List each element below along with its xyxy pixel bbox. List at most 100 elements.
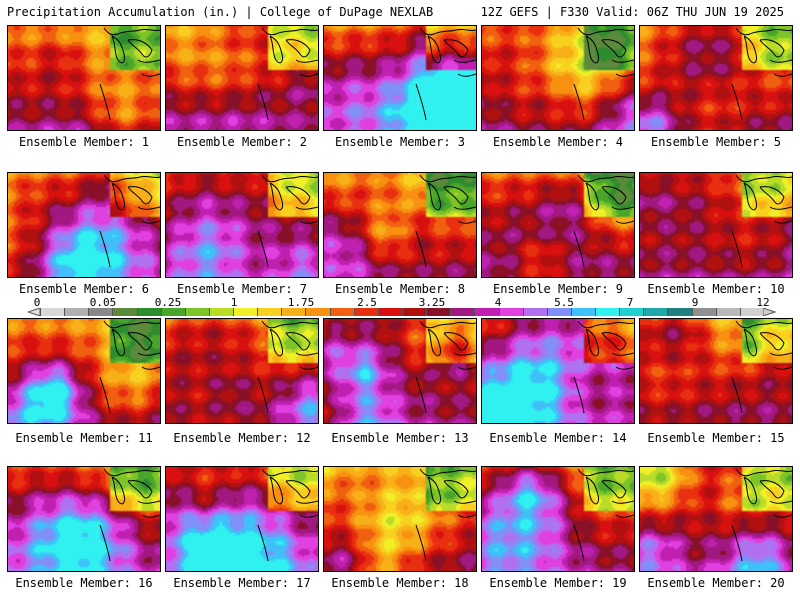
coastline-path — [269, 476, 283, 505]
great-lakes-outline — [99, 320, 160, 414]
coastline-path — [457, 73, 476, 77]
precip-field — [8, 26, 160, 130]
colorbar-swatch — [619, 308, 645, 316]
coastline-path — [611, 500, 634, 504]
colorbar-tick-label: 2.5 — [357, 296, 377, 309]
precip-field — [8, 467, 160, 571]
ensemble-member-label: Ensemble Member: 19 — [489, 576, 627, 590]
coastline-path — [137, 206, 160, 210]
coastline-path — [443, 480, 469, 499]
colorbar-swatch — [208, 308, 235, 316]
coastline-path — [443, 186, 469, 205]
coastline-path — [611, 59, 634, 63]
precip-field — [324, 467, 476, 571]
coastline-path — [141, 73, 160, 77]
ensemble-member-label: Ensemble Member: 14 — [489, 431, 627, 445]
ensemble-member-label: Ensemble Member: 18 — [331, 576, 469, 590]
ensemble-member-label: Ensemble Member: 9 — [492, 282, 624, 296]
ensemble-member-map — [481, 172, 635, 278]
coastline-path — [573, 524, 585, 562]
coastline-path — [137, 59, 160, 63]
ensemble-member-label: Ensemble Member: 20 — [647, 576, 785, 590]
coastline-path — [601, 39, 627, 58]
ensemble-member-label: Ensemble Member: 17 — [173, 576, 311, 590]
precip-field — [482, 26, 634, 130]
colorbar-swatch — [426, 308, 452, 316]
coastline-path — [111, 35, 125, 64]
coastline-path — [601, 480, 627, 499]
ensemble-member-map — [481, 25, 635, 131]
coastline-path — [731, 83, 743, 121]
coastline-path — [769, 500, 792, 504]
coastline-path — [295, 500, 318, 504]
coastline-path — [453, 352, 476, 356]
precip-field — [640, 319, 792, 423]
coastline-path — [457, 514, 476, 518]
coastline-path — [141, 220, 160, 224]
coastline-path — [573, 230, 585, 268]
coastline-path — [99, 376, 111, 414]
coastline-path — [743, 182, 757, 211]
ensemble-member-map — [7, 318, 161, 424]
coastline-path — [415, 524, 427, 562]
coastline-path — [731, 524, 743, 562]
chart-title: Precipitation Accumulation (in.) | Colle… — [7, 5, 434, 19]
precip-field — [8, 319, 160, 423]
colorbar-swatch — [643, 308, 669, 316]
coastline-path — [103, 174, 160, 183]
colorbar-swatch — [402, 308, 428, 316]
precip-field — [166, 173, 318, 277]
precip-field — [324, 173, 476, 277]
coastline-path — [127, 480, 153, 499]
coastline-path — [573, 83, 585, 121]
coastline-path — [257, 524, 269, 562]
coastline-path — [415, 83, 427, 121]
ensemble-member-label: Ensemble Member: 2 — [176, 135, 308, 149]
ensemble-member-map — [639, 318, 793, 424]
coastline-path — [137, 500, 160, 504]
coastline-path — [577, 174, 634, 183]
coastline-path — [427, 35, 441, 64]
colorbar-swatch — [546, 308, 572, 316]
great-lakes-outline — [731, 468, 792, 562]
coastline-path — [427, 182, 441, 211]
coastline-path — [453, 500, 476, 504]
coastline-path — [111, 328, 125, 357]
colorbar-swatch — [136, 308, 162, 316]
ensemble-member-map — [639, 172, 793, 278]
colorbar-swatch — [667, 308, 693, 316]
colorbar-tick-label: 1 — [230, 296, 238, 309]
colorbar-tick-label: 5.5 — [554, 296, 574, 309]
coastline-path — [457, 366, 476, 370]
coastline-path — [759, 332, 785, 351]
ensemble-member-label: Ensemble Member: 5 — [650, 135, 782, 149]
coastline-path — [769, 352, 792, 356]
ensemble-member-map — [7, 466, 161, 572]
precip-field — [166, 26, 318, 130]
coastline-path — [743, 35, 757, 64]
coastline-path — [731, 376, 743, 414]
coastline-path — [103, 320, 160, 329]
ensemble-member-label: Ensemble Member: 1 — [18, 135, 150, 149]
coastline-path — [731, 230, 743, 268]
precipitation-colorbar — [40, 308, 765, 316]
colorbar-tick-label: 12 — [756, 296, 770, 309]
coastline-path — [299, 514, 318, 518]
colorbar-tick-label: 9 — [691, 296, 699, 309]
coastline-path — [141, 366, 160, 370]
coastline-path — [103, 27, 160, 36]
colorbar-swatch — [450, 308, 476, 316]
ensemble-member-map — [481, 318, 635, 424]
precip-field — [324, 319, 476, 423]
coastline-path — [415, 230, 427, 268]
coastline-path — [427, 476, 441, 505]
colorbar-swatch — [329, 308, 355, 316]
precip-field — [640, 173, 792, 277]
coastline-path — [299, 73, 318, 77]
ensemble-member-label: Ensemble Member: 4 — [492, 135, 624, 149]
great-lakes-outline — [415, 468, 476, 562]
coastline-path — [759, 39, 785, 58]
coastline-path — [601, 186, 627, 205]
precip-field — [640, 467, 792, 571]
colorbar-tick-label: 0.25 — [154, 296, 182, 309]
